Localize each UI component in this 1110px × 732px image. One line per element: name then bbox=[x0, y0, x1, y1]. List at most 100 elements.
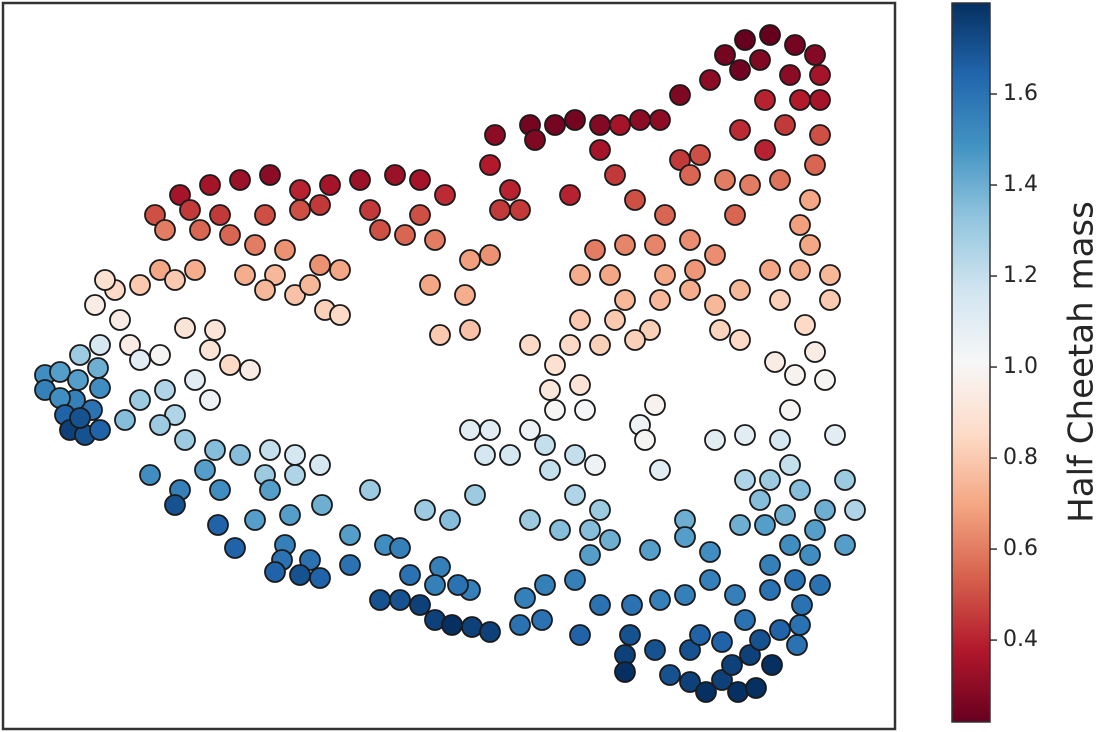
plot-frame bbox=[1, 1, 897, 731]
point bbox=[689, 144, 711, 166]
point bbox=[369, 219, 391, 241]
point bbox=[604, 309, 626, 331]
point bbox=[674, 526, 696, 548]
point bbox=[534, 574, 556, 596]
point bbox=[704, 244, 726, 266]
point bbox=[199, 389, 221, 411]
point bbox=[204, 319, 226, 341]
point bbox=[94, 269, 116, 291]
point bbox=[784, 569, 806, 591]
point bbox=[814, 499, 836, 521]
point bbox=[559, 184, 581, 206]
point bbox=[539, 459, 561, 481]
point bbox=[679, 279, 701, 301]
point bbox=[711, 669, 733, 691]
point bbox=[399, 564, 421, 586]
point bbox=[464, 484, 486, 506]
point bbox=[769, 289, 791, 311]
point bbox=[729, 119, 751, 141]
point bbox=[734, 29, 756, 51]
point bbox=[614, 661, 636, 683]
point bbox=[229, 444, 251, 466]
point bbox=[599, 264, 621, 286]
colorbar-label: Half Cheetah mass bbox=[1062, 201, 1102, 523]
point bbox=[129, 274, 151, 296]
point bbox=[139, 464, 161, 486]
point bbox=[679, 229, 701, 251]
point bbox=[309, 254, 331, 276]
point bbox=[709, 319, 731, 341]
point bbox=[254, 204, 276, 226]
point bbox=[649, 589, 671, 611]
point bbox=[461, 616, 483, 638]
point bbox=[779, 534, 801, 556]
point bbox=[179, 199, 201, 221]
point bbox=[819, 264, 841, 286]
point bbox=[329, 304, 351, 326]
point bbox=[479, 419, 501, 441]
point bbox=[479, 244, 501, 266]
point bbox=[89, 334, 111, 356]
point bbox=[724, 584, 746, 606]
point bbox=[784, 34, 806, 56]
point bbox=[84, 294, 106, 316]
point bbox=[199, 339, 221, 361]
point bbox=[569, 309, 591, 331]
point bbox=[244, 509, 266, 531]
point bbox=[564, 569, 586, 591]
point bbox=[439, 509, 461, 531]
point bbox=[289, 179, 311, 201]
point bbox=[727, 681, 749, 703]
point bbox=[679, 164, 701, 186]
point bbox=[164, 404, 186, 426]
point bbox=[714, 44, 736, 66]
point bbox=[544, 114, 566, 136]
point bbox=[639, 319, 661, 341]
point bbox=[534, 434, 556, 456]
point bbox=[721, 654, 743, 676]
colorbar-tick-label: 1.4 bbox=[1003, 172, 1038, 197]
point bbox=[734, 609, 756, 631]
point bbox=[714, 169, 736, 191]
point bbox=[729, 514, 751, 536]
point bbox=[409, 204, 431, 226]
colorbar-tick-label: 0.8 bbox=[1003, 445, 1038, 470]
point bbox=[589, 114, 611, 136]
point bbox=[424, 229, 446, 251]
point bbox=[564, 444, 586, 466]
point bbox=[519, 334, 541, 356]
point bbox=[531, 609, 553, 631]
point bbox=[769, 429, 791, 451]
point bbox=[144, 204, 166, 226]
point bbox=[799, 544, 821, 566]
point bbox=[789, 89, 811, 111]
point bbox=[679, 639, 701, 661]
point bbox=[729, 329, 751, 351]
point bbox=[224, 537, 246, 559]
point bbox=[779, 64, 801, 86]
point bbox=[679, 671, 701, 693]
point bbox=[814, 369, 836, 391]
point bbox=[229, 169, 251, 191]
point bbox=[544, 399, 566, 421]
point bbox=[739, 174, 761, 196]
point bbox=[194, 459, 216, 481]
point bbox=[774, 114, 796, 136]
point bbox=[109, 309, 131, 331]
point bbox=[174, 317, 196, 339]
point bbox=[264, 264, 286, 286]
point bbox=[739, 644, 761, 666]
point bbox=[259, 164, 281, 186]
point bbox=[729, 279, 751, 301]
point bbox=[699, 569, 721, 591]
colorbar-tick-label: 1.2 bbox=[1003, 263, 1038, 288]
point bbox=[659, 664, 681, 686]
point bbox=[254, 279, 276, 301]
point bbox=[519, 509, 541, 531]
point bbox=[479, 621, 501, 643]
point bbox=[69, 407, 91, 429]
point bbox=[409, 169, 431, 191]
point bbox=[644, 394, 666, 416]
point bbox=[149, 344, 171, 366]
